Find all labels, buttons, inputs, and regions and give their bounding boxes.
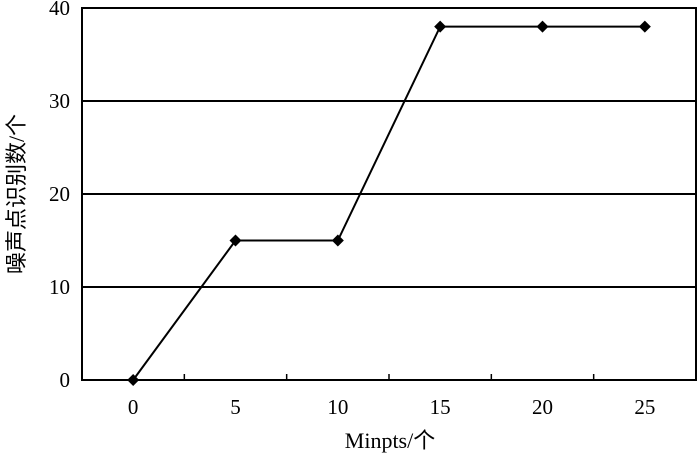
data-point-3	[434, 20, 447, 33]
axes	[81, 7, 697, 381]
x-axis-title: Minpts/个	[345, 428, 435, 453]
data-point-4	[536, 20, 549, 33]
x-tick-label-0: 0	[128, 395, 139, 419]
gridlines	[82, 100, 696, 288]
y-tick-label-1: 10	[49, 275, 70, 299]
series	[127, 20, 651, 386]
y-tick-label-0: 0	[60, 368, 71, 392]
data-point-5	[638, 20, 651, 33]
data-point-0	[127, 374, 140, 386]
x-tick-label-2: 10	[327, 395, 348, 419]
series-line-0	[132, 25, 645, 381]
x-tick-label-3: 15	[430, 395, 451, 419]
y-tick-label-3: 30	[49, 89, 70, 113]
y-axis-title: 噪声点识别数/个	[4, 114, 29, 274]
x-tick-label-5: 25	[634, 395, 655, 419]
data-point-2	[331, 234, 344, 247]
labels: Minpts/个 噪声点识别数/个 0 10 20 30 40 0 5 10 15 20 25	[4, 0, 655, 453]
y-tick-label-4: 40	[49, 0, 70, 20]
data-point-1	[229, 234, 242, 247]
x-tick-label-4: 20	[532, 395, 553, 419]
x-tick-label-1: 5	[230, 395, 241, 419]
y-tick-label-2: 20	[49, 182, 70, 206]
